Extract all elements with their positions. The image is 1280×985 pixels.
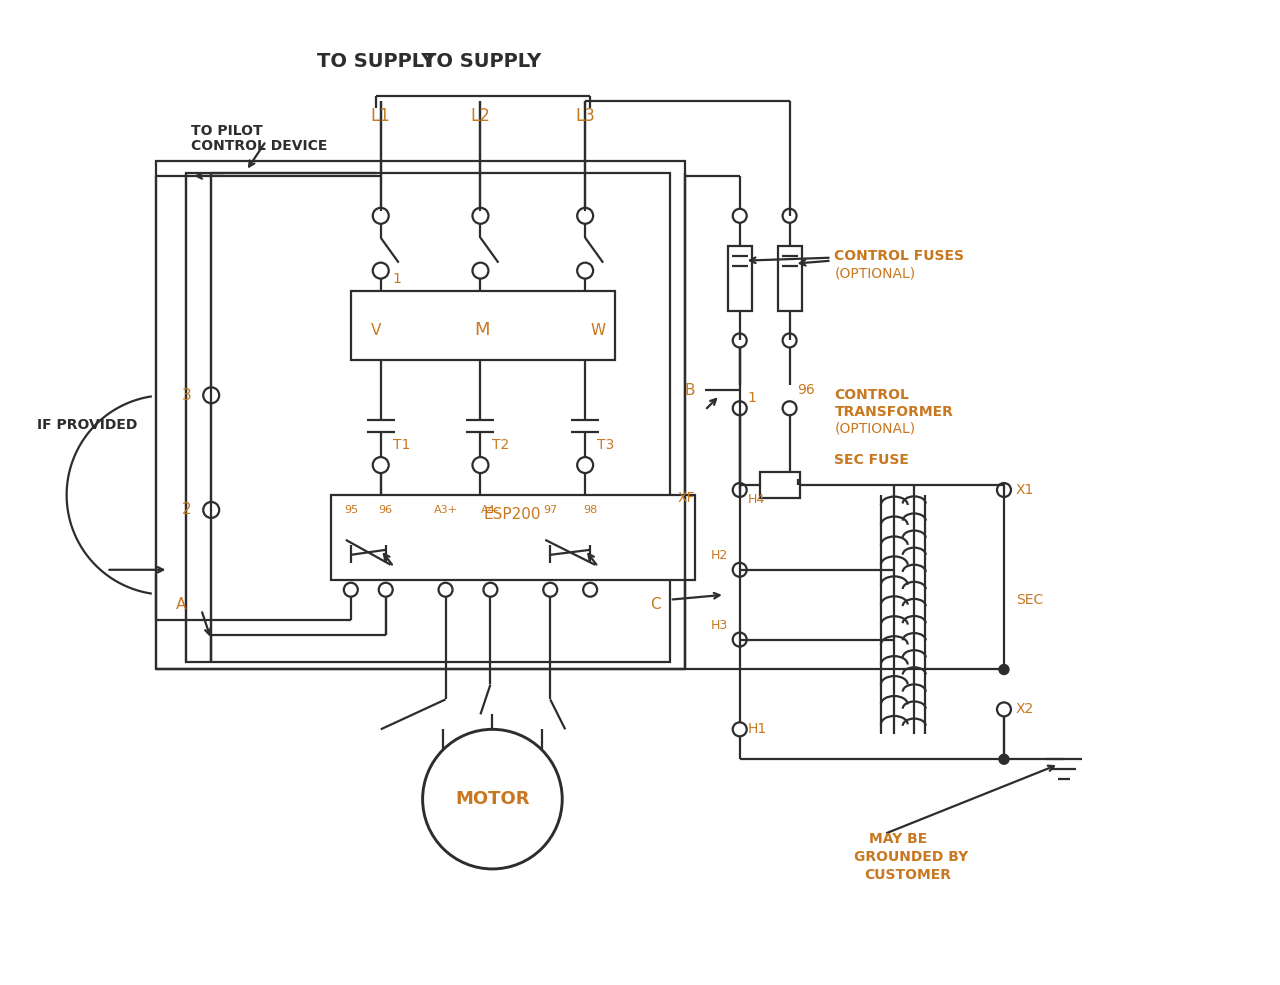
Text: W: W [590, 323, 605, 338]
Text: MAY BE: MAY BE [869, 832, 928, 846]
Text: CONTROL: CONTROL [835, 388, 909, 402]
Text: 1: 1 [748, 391, 756, 405]
Text: C: C [650, 597, 660, 613]
Text: L2: L2 [471, 107, 490, 125]
Bar [778, 245, 801, 310]
Bar [156, 161, 685, 670]
Text: 97: 97 [543, 505, 557, 515]
Bar [330, 495, 695, 580]
Text: L1: L1 [371, 107, 390, 125]
Text: M: M [475, 321, 490, 340]
Text: T1: T1 [393, 438, 410, 452]
Text: XF: XF [677, 491, 695, 505]
Bar [728, 245, 751, 310]
Circle shape [998, 755, 1009, 764]
Text: TRANSFORMER: TRANSFORMER [835, 405, 954, 420]
Text: MOTOR: MOTOR [456, 790, 530, 808]
Text: CUSTOMER: CUSTOMER [864, 868, 951, 882]
Text: TO SUPPLY: TO SUPPLY [424, 52, 541, 71]
Text: T2: T2 [493, 438, 509, 452]
Text: B: B [685, 383, 695, 398]
Text: CONTROL FUSES: CONTROL FUSES [835, 248, 964, 263]
Text: 1: 1 [393, 272, 402, 286]
Text: TO SUPPLY: TO SUPPLY [316, 52, 435, 71]
Text: 96: 96 [379, 505, 393, 515]
Bar [351, 291, 616, 361]
Text: (OPTIONAL): (OPTIONAL) [835, 422, 915, 435]
Text: 98: 98 [582, 505, 598, 515]
Circle shape [998, 665, 1009, 675]
Text: H4: H4 [748, 493, 765, 506]
Text: H3: H3 [710, 620, 728, 632]
Text: 96: 96 [797, 383, 815, 397]
Text: 95: 95 [344, 505, 358, 515]
Bar [759, 472, 800, 498]
Text: X2: X2 [1016, 702, 1034, 716]
Text: T3: T3 [598, 438, 614, 452]
Text: H1: H1 [748, 722, 767, 737]
Text: IF PROVIDED: IF PROVIDED [37, 419, 137, 432]
Text: CONTROL DEVICE: CONTROL DEVICE [191, 139, 328, 153]
Text: L3: L3 [575, 107, 595, 125]
Text: 2: 2 [182, 502, 191, 517]
Text: GROUNDED BY: GROUNDED BY [854, 850, 969, 864]
Text: X1: X1 [1016, 483, 1034, 497]
Text: A: A [177, 597, 187, 613]
Text: A3+: A3+ [434, 505, 457, 515]
Text: ESP200: ESP200 [484, 507, 541, 522]
Text: 3: 3 [182, 388, 191, 403]
Text: H2: H2 [710, 550, 728, 562]
Text: SEC: SEC [1016, 593, 1043, 607]
Text: A4-: A4- [481, 505, 499, 515]
Text: V: V [371, 323, 381, 338]
Text: (OPTIONAL): (OPTIONAL) [835, 267, 915, 281]
Text: TO PILOT: TO PILOT [191, 124, 262, 138]
Bar [187, 173, 669, 662]
Text: SEC FUSE: SEC FUSE [835, 453, 909, 467]
